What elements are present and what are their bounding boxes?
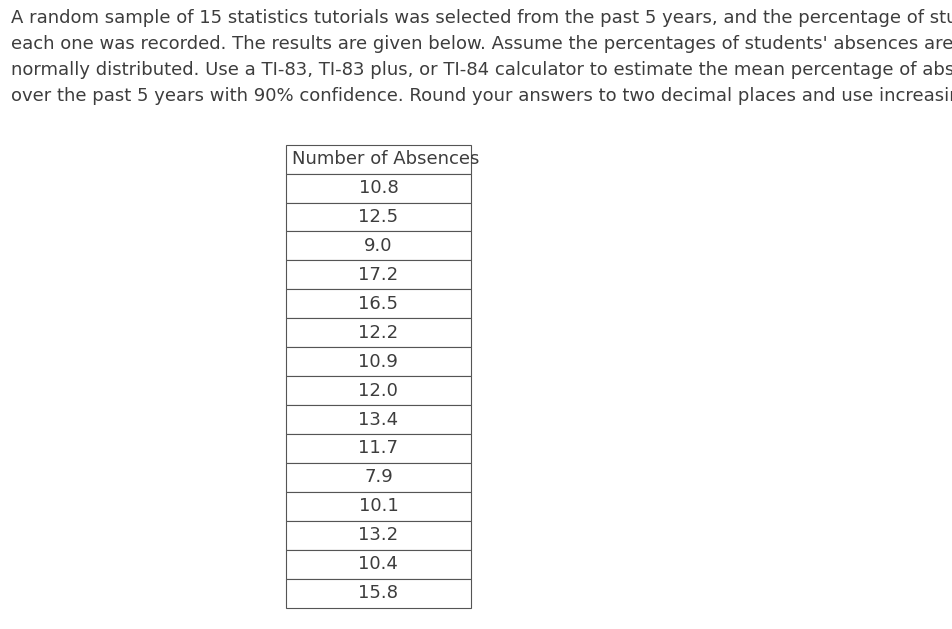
Bar bbox=[286, 376, 471, 405]
Text: 7.9: 7.9 bbox=[364, 469, 393, 486]
Text: 10.9: 10.9 bbox=[359, 353, 398, 370]
Text: 16.5: 16.5 bbox=[358, 295, 399, 313]
Text: 10.4: 10.4 bbox=[359, 555, 398, 573]
Text: Number of Absences: Number of Absences bbox=[292, 150, 480, 168]
Text: 11.7: 11.7 bbox=[358, 440, 399, 457]
Bar bbox=[286, 145, 471, 174]
Text: A random sample of 15 statistics tutorials was selected from the past 5 years, a: A random sample of 15 statistics tutoria… bbox=[11, 9, 952, 104]
Text: 12.5: 12.5 bbox=[358, 208, 399, 226]
Bar bbox=[286, 231, 471, 260]
Bar bbox=[286, 405, 471, 434]
Bar bbox=[286, 521, 471, 550]
Bar bbox=[286, 434, 471, 463]
Text: 10.8: 10.8 bbox=[359, 179, 398, 197]
Bar bbox=[286, 463, 471, 492]
Bar bbox=[286, 492, 471, 521]
Bar bbox=[286, 550, 471, 579]
Bar bbox=[286, 174, 471, 203]
Text: 17.2: 17.2 bbox=[358, 266, 399, 284]
Text: 9.0: 9.0 bbox=[365, 237, 392, 255]
Text: 13.2: 13.2 bbox=[358, 526, 399, 544]
Text: 10.1: 10.1 bbox=[359, 498, 398, 515]
Bar bbox=[286, 318, 471, 347]
Bar bbox=[286, 203, 471, 231]
Bar bbox=[286, 579, 471, 608]
Text: 15.8: 15.8 bbox=[358, 584, 399, 602]
Bar bbox=[286, 260, 471, 289]
Bar bbox=[286, 289, 471, 318]
Text: 12.0: 12.0 bbox=[359, 382, 398, 399]
Text: 13.4: 13.4 bbox=[358, 411, 399, 428]
Bar bbox=[286, 347, 471, 376]
Text: 12.2: 12.2 bbox=[358, 324, 399, 342]
